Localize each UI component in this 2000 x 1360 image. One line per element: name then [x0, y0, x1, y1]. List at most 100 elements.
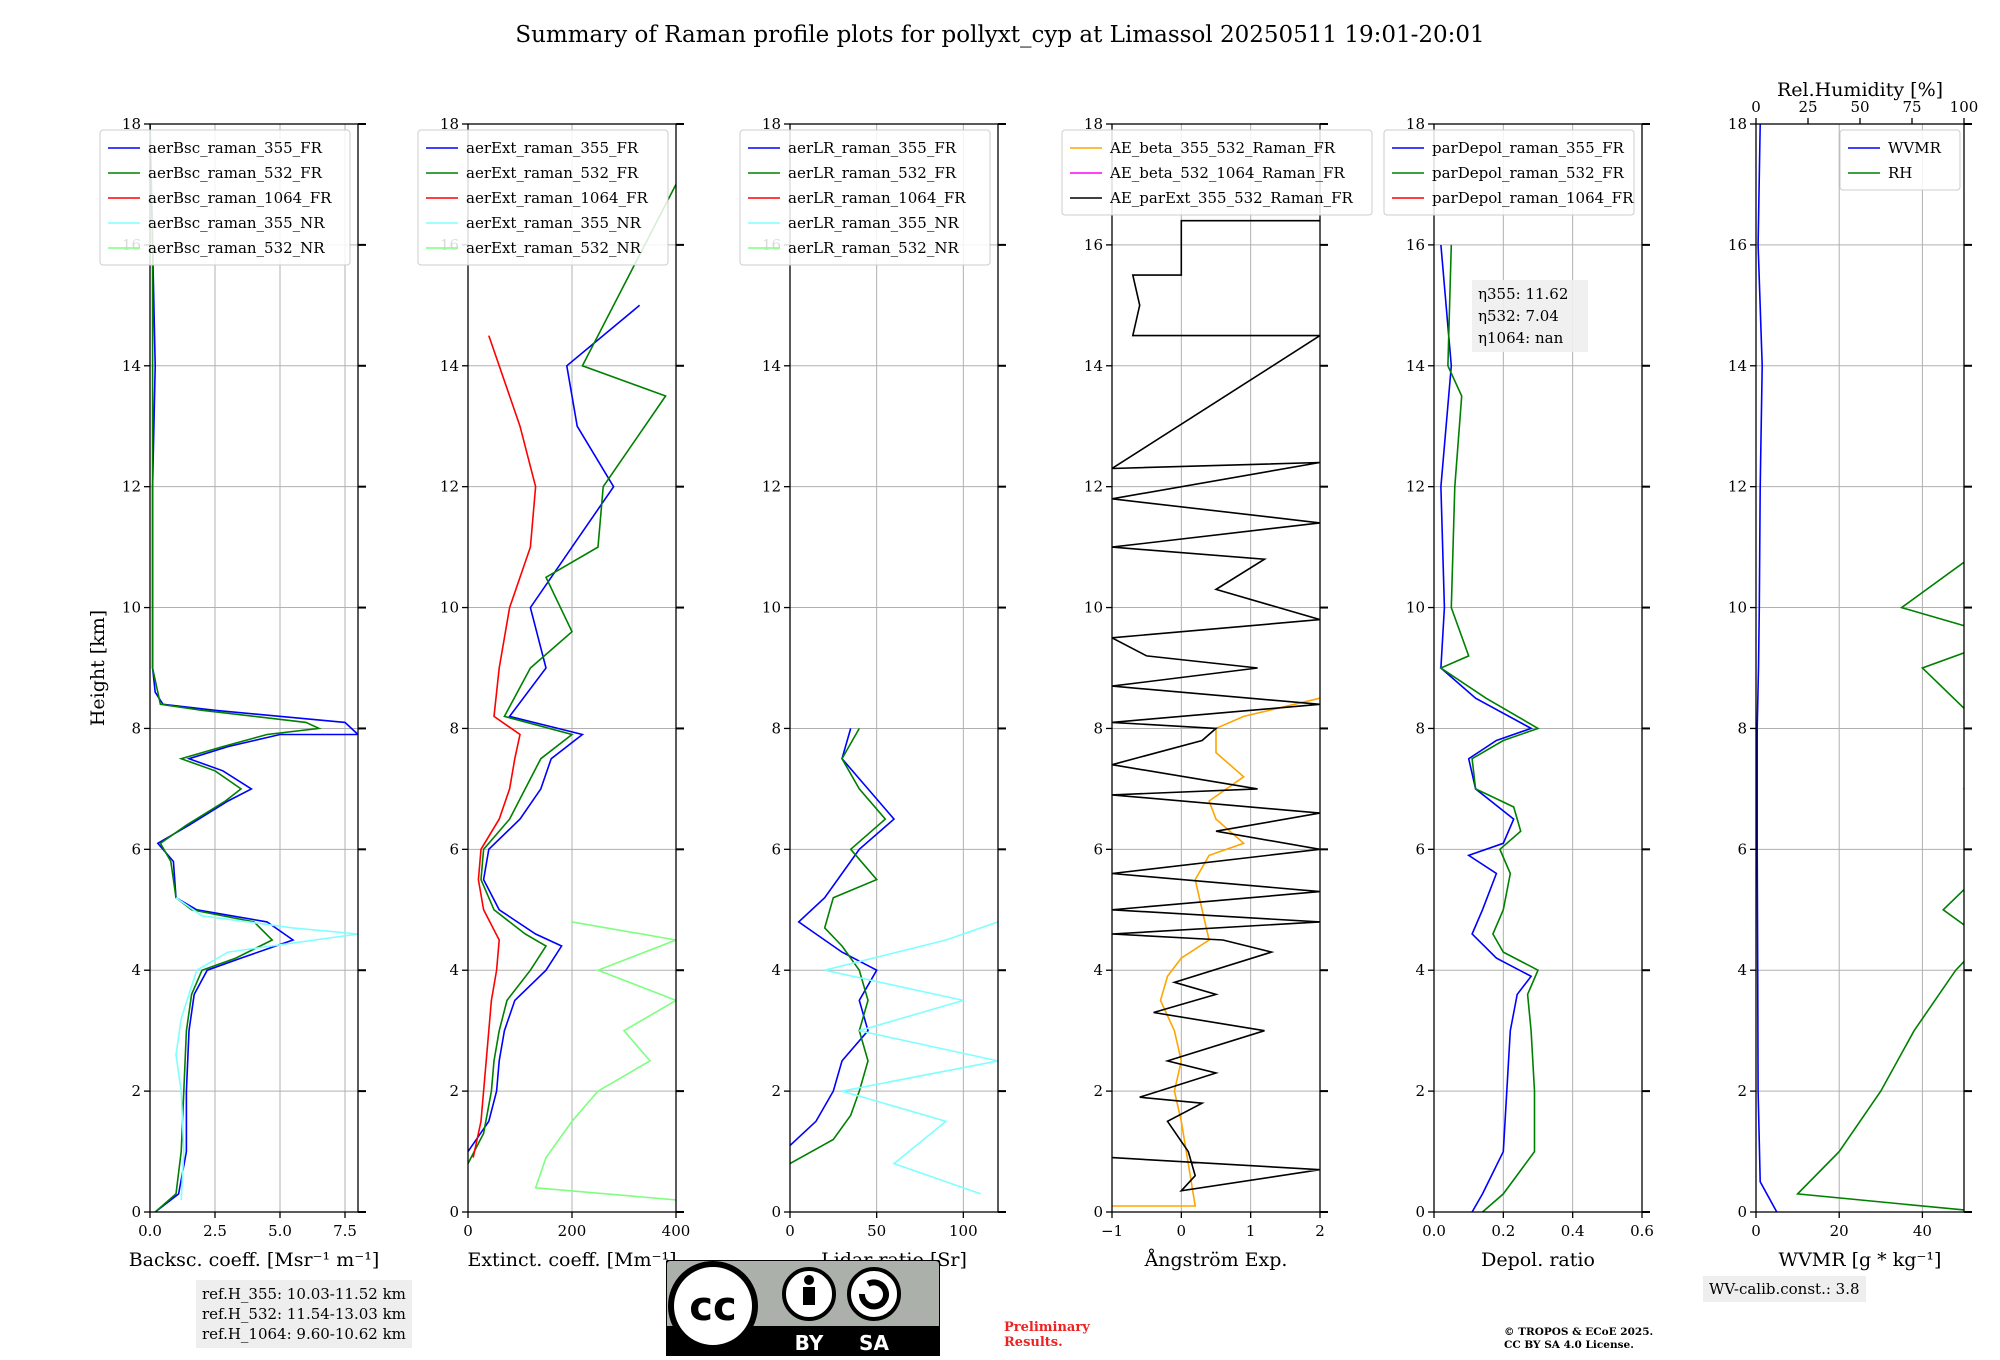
- legend-entry: aerBsc_raman_532_FR: [148, 164, 323, 182]
- series-line-aerLR_raman_355_FR: [790, 728, 896, 1147]
- x-tick-label: −1: [1101, 1222, 1123, 1240]
- y-tick-label: 18: [440, 115, 459, 133]
- legend-entry: aerLR_raman_355_NR: [788, 214, 959, 232]
- eta-label: η532: 7.04: [1478, 307, 1559, 325]
- legend-entry: aerBsc_raman_355_NR: [148, 214, 325, 232]
- cc-by-sa-logo: cc BY SA: [666, 1260, 940, 1356]
- y-tick-label: 10: [440, 599, 459, 617]
- legend-entry: parDepol_raman_532_FR: [1432, 164, 1625, 182]
- top-x-tick-label: 75: [1902, 98, 1921, 116]
- plot-frame: [149, 123, 359, 1213]
- cc-by-label: BY: [795, 1331, 824, 1355]
- legend-entry: WVMR: [1888, 139, 1942, 157]
- y-tick-label: 18: [762, 115, 781, 133]
- series-line-WVMR: [1756, 124, 1778, 1212]
- legend-box: [1061, 129, 1373, 216]
- legend-entry: aerExt_raman_1064_FR: [466, 189, 648, 207]
- y-tick-label: 0: [1737, 1203, 1747, 1221]
- y-tick-label: 16: [1084, 236, 1103, 254]
- eta-box: [1472, 280, 1588, 352]
- y-tick-label: 12: [762, 478, 781, 496]
- top-x-tick-label: 100: [1950, 98, 1979, 116]
- x-tick-label: 40: [1913, 1222, 1932, 1240]
- y-axis-label: Height [km]: [87, 610, 109, 726]
- series-line-aerBsc_raman_532_FR: [150, 124, 322, 1212]
- top-x-tick-label: 50: [1850, 98, 1869, 116]
- y-tick-label: 0: [1093, 1203, 1103, 1221]
- x-tick-label: 50: [867, 1222, 886, 1240]
- y-tick-label: 8: [449, 719, 459, 737]
- series-line-aerExt_raman_532_NR: [534, 921, 676, 1201]
- eta-label: η355: 11.62: [1478, 285, 1568, 303]
- series-line-aerLR_raman_532_FR: [790, 728, 887, 1165]
- y-tick-label: 12: [1406, 478, 1425, 496]
- legend-entry: aerExt_raman_532_NR: [466, 239, 642, 257]
- series-line-aerBsc_raman_355_NR: [175, 897, 358, 1200]
- legend-box: [1839, 129, 1961, 191]
- top-axis-label: Rel.Humidity [%]: [1777, 79, 1943, 101]
- legend-entry: AE_beta_532_1064_Raman_FR: [1109, 164, 1345, 182]
- y-tick-label: 4: [1415, 961, 1425, 979]
- eta-label: η1064: nan: [1478, 329, 1564, 347]
- preliminary-line-1: Preliminary: [1004, 1320, 1090, 1335]
- y-tick-label: 14: [1728, 357, 1747, 375]
- y-tick-label: 8: [1737, 719, 1747, 737]
- y-tick-label: 12: [1728, 478, 1747, 496]
- y-tick-label: 6: [771, 840, 781, 858]
- y-tick-label: 12: [440, 478, 459, 496]
- x-tick-label: 20: [1830, 1222, 1849, 1240]
- y-tick-label: 4: [1093, 961, 1103, 979]
- y-tick-label: 10: [1406, 599, 1425, 617]
- y-tick-label: 16: [1406, 236, 1425, 254]
- legend-entry: parDepol_raman_355_FR: [1432, 139, 1625, 157]
- x-tick-label: 2.5: [203, 1222, 227, 1240]
- preliminary-line-2: Results.: [1004, 1335, 1063, 1350]
- legend-entry: aerBsc_raman_532_NR: [148, 239, 325, 257]
- preliminary-note: Preliminary Results.: [1004, 1320, 1090, 1350]
- y-tick-label: 4: [1737, 961, 1747, 979]
- y-tick-label: 6: [1737, 840, 1747, 858]
- y-tick-label: 18: [122, 115, 141, 133]
- y-tick-label: 2: [449, 1082, 459, 1100]
- legend-entry: aerExt_raman_532_FR: [466, 164, 639, 182]
- y-tick-label: 14: [122, 357, 141, 375]
- figure-title: Summary of Raman profile plots for polly…: [515, 22, 1485, 48]
- x-tick-label: 0.6: [1630, 1222, 1654, 1240]
- cc-logo-text: cc: [689, 1284, 736, 1330]
- y-tick-label: 12: [122, 478, 141, 496]
- y-tick-label: 4: [771, 961, 781, 979]
- wv-calib-box: WV-calib.const.: 3.8: [1703, 1276, 1866, 1302]
- y-tick-label: 8: [1093, 719, 1103, 737]
- legend-entry: AE_beta_355_532_Raman_FR: [1109, 139, 1336, 157]
- legend-entry: RH: [1888, 164, 1912, 182]
- y-tick-label: 10: [122, 599, 141, 617]
- series-line-aerBsc_raman_355_FR: [150, 124, 358, 1212]
- y-tick-label: 6: [131, 840, 141, 858]
- y-tick-label: 14: [1084, 357, 1103, 375]
- legend-entry: aerLR_raman_355_FR: [788, 139, 957, 157]
- top-x-tick-label: 0: [1751, 98, 1761, 116]
- ref-height-355: ref.H_355: 10.03-11.52 km: [202, 1285, 406, 1303]
- y-tick-label: 6: [449, 840, 459, 858]
- y-tick-label: 14: [1406, 357, 1425, 375]
- ref-height-532: ref.H_532: 11.54-13.03 km: [202, 1305, 406, 1323]
- y-tick-label: 12: [1084, 478, 1103, 496]
- y-tick-label: 4: [131, 961, 141, 979]
- x-tick-label: 5.0: [268, 1222, 292, 1240]
- legend-box: [99, 129, 351, 266]
- y-tick-label: 2: [1415, 1082, 1425, 1100]
- y-tick-label: 6: [1093, 840, 1103, 858]
- copyright-line-2: CC BY SA 4.0 License.: [1504, 1339, 1634, 1351]
- y-tick-label: 8: [771, 719, 781, 737]
- y-tick-label: 18: [1406, 115, 1425, 133]
- y-tick-label: 0: [449, 1203, 459, 1221]
- x-tick-label: 0: [785, 1222, 795, 1240]
- y-tick-label: 2: [771, 1082, 781, 1100]
- y-tick-label: 4: [449, 961, 459, 979]
- plot-frame: [789, 123, 999, 1213]
- legend-entry: aerLR_raman_532_NR: [788, 239, 959, 257]
- y-tick-label: 14: [762, 357, 781, 375]
- cc-sa-label: SA: [859, 1331, 889, 1355]
- legend-entry: aerExt_raman_355_NR: [466, 214, 642, 232]
